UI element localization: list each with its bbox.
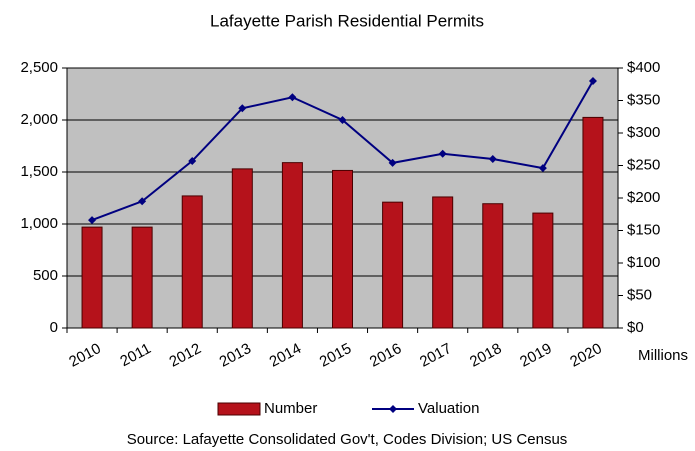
y-tick-label: 2,000 bbox=[20, 111, 58, 128]
x-tick-label: 2018 bbox=[467, 340, 504, 371]
y-tick-label: 2,500 bbox=[20, 59, 58, 76]
marker bbox=[438, 149, 447, 158]
bar bbox=[582, 116, 604, 329]
legend-label: Valuation bbox=[418, 400, 479, 417]
y2-unit: Millions bbox=[638, 347, 688, 364]
y2-tick-label: $300 bbox=[627, 124, 660, 141]
x-tick-label: 2019 bbox=[517, 340, 554, 371]
bar bbox=[532, 212, 554, 329]
x-tick-label: 2010 bbox=[66, 340, 103, 371]
y2-tick-label: $150 bbox=[627, 221, 660, 238]
x-tick-label: 2012 bbox=[167, 340, 204, 371]
bar bbox=[382, 201, 404, 329]
x-tick-label: 2011 bbox=[117, 340, 153, 370]
x-tick-label: 2013 bbox=[217, 340, 254, 371]
bar bbox=[231, 168, 253, 329]
y2-tick-label: $350 bbox=[627, 91, 660, 108]
marker bbox=[88, 216, 97, 225]
bar bbox=[432, 196, 454, 329]
marker bbox=[388, 158, 397, 167]
y-tick-label: 0 bbox=[50, 319, 58, 336]
bar bbox=[332, 169, 353, 329]
marker bbox=[538, 164, 547, 173]
marker bbox=[338, 116, 347, 124]
y2-tick-label: $200 bbox=[627, 189, 660, 206]
marker bbox=[488, 155, 497, 163]
y2-tick-label: $100 bbox=[627, 254, 660, 271]
bar bbox=[81, 226, 103, 329]
legend-swatch bbox=[217, 402, 261, 416]
source-note: Source: Lafayette Consolidated Gov't, Co… bbox=[127, 431, 568, 448]
bar bbox=[482, 203, 504, 329]
y2-tick-label: $0 bbox=[627, 319, 644, 336]
bar bbox=[281, 162, 303, 329]
legend-marker bbox=[389, 405, 397, 413]
marker bbox=[288, 93, 297, 102]
x-tick-label: 2014 bbox=[267, 340, 304, 371]
y-tick-label: 500 bbox=[33, 267, 58, 284]
marker bbox=[238, 104, 247, 113]
bar bbox=[131, 226, 153, 329]
y2-tick-label: $250 bbox=[627, 156, 660, 173]
bar bbox=[181, 195, 203, 329]
marker bbox=[188, 156, 197, 165]
x-tick-label: 2015 bbox=[317, 340, 354, 371]
y2-tick-label: $50 bbox=[627, 286, 652, 303]
legend-label: Number bbox=[264, 400, 317, 417]
x-tick-label: 2020 bbox=[567, 340, 604, 371]
x-tick-label: 2016 bbox=[367, 340, 404, 371]
marker bbox=[588, 77, 597, 85]
y2-tick-label: $400 bbox=[627, 59, 660, 76]
x-tick-label: 2017 bbox=[417, 340, 454, 371]
marker bbox=[138, 197, 147, 206]
chart-title: Lafayette Parish Residential Permits bbox=[210, 11, 484, 30]
y-tick-label: 1,000 bbox=[20, 215, 58, 232]
y-tick-label: 1,500 bbox=[20, 163, 58, 180]
